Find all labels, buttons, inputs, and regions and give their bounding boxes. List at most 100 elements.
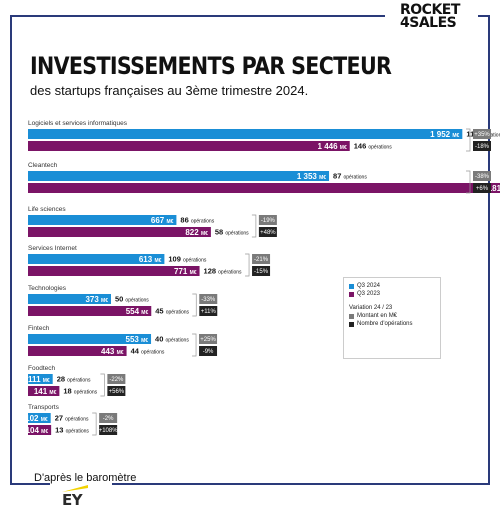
amount-label-q3_2023-life-sciences: 822 M€ <box>185 228 208 237</box>
var-amount-label-technologies: -33% <box>201 297 216 303</box>
var-ops-box-technologies <box>199 306 218 316</box>
legend-swatch-operations <box>349 321 354 327</box>
sector-label-services-internet: Services Internet <box>28 245 77 252</box>
legend-item-q3-2023: Q3 2023 <box>349 290 435 298</box>
var-amount-label-life-sciences: -19% <box>261 218 276 224</box>
legend-label-montant: Montant en M€ <box>357 313 398 319</box>
operations-label-q3_2023-transports: 13 opérations <box>55 426 89 435</box>
amount-unit: M€ <box>49 390 56 396</box>
amount-label-q3_2024-services-internet: 613 M€ <box>139 255 162 264</box>
frame-left <box>10 15 12 485</box>
amount-label-q3_2024-life-sciences: 667 M€ <box>151 216 174 225</box>
operations-value: 18 <box>63 387 73 396</box>
legend-label-q3-2024: Q3 2024 <box>357 283 381 289</box>
bracket-technologies <box>192 293 197 317</box>
frame-bottom-right <box>112 483 490 485</box>
amount-value: 822 <box>185 228 201 237</box>
frame-top-right <box>478 15 490 17</box>
var-ops-box-transports <box>99 425 118 435</box>
operations-unit: opérations <box>166 310 190 316</box>
legend-label-variation: Variation 24 / 23 <box>349 305 393 311</box>
logo-line-2: 4SALES <box>400 15 457 31</box>
amount-unit: M€ <box>101 298 108 304</box>
operations-value: 45 <box>155 307 165 316</box>
var-ops-label-services-internet: -15% <box>254 269 269 275</box>
frame-bottom-left <box>10 483 50 485</box>
amount-value: 373 <box>85 295 101 304</box>
operations-label-q3_2023-life-sciences: 58 opérations <box>215 228 249 237</box>
bracket-foodtech <box>100 373 105 397</box>
operations-unit: opérations <box>183 258 207 264</box>
bracket-services-internet <box>245 253 250 277</box>
var-amount-box-life-sciences <box>258 215 277 225</box>
var-amount-label-transports: -2% <box>103 416 114 422</box>
amount-value: 111 <box>28 375 43 384</box>
var-ops-box-foodtech <box>107 386 126 396</box>
amount-unit: M€ <box>319 175 326 181</box>
var-amount-label-foodtech: -22% <box>109 377 124 383</box>
operations-value: 13 <box>55 426 65 435</box>
bracket-fintech <box>192 333 197 357</box>
operations-value: 87 <box>333 172 343 181</box>
sector-label-technologies: Technologies <box>28 285 67 292</box>
operations-value: 146 <box>354 142 369 151</box>
sector-label-transports: Transports <box>28 404 60 411</box>
amount-value: 553 <box>126 335 142 344</box>
operations-unit: opérations <box>368 145 392 151</box>
operations-value: 28 <box>57 375 67 384</box>
bar-q3_2024-life-sciences <box>28 215 177 225</box>
operations-value: 50 <box>115 295 125 304</box>
legend-swatch-q3-2023 <box>349 291 354 297</box>
operations-label-q3_2023-fintech: 44 opérations <box>131 347 165 356</box>
amount-value: 1 446 <box>318 142 340 151</box>
amount-unit: M€ <box>340 145 347 151</box>
var-ops-label-fintech: -9% <box>203 349 214 355</box>
var-amount-label-logiciels-et-services-informatiques: +35% <box>474 132 490 138</box>
amount-label-q3_2024-foodtech: 111 M€ <box>28 375 50 384</box>
operations-value: 128 <box>204 267 219 276</box>
var-amount-box-transports <box>99 413 118 423</box>
amount-label-q3_2023-transports: 104 M€ <box>26 426 49 435</box>
amount-unit: M€ <box>452 133 459 139</box>
amount-unit: M€ <box>201 231 208 237</box>
var-ops-label-logiciels-et-services-informatiques: -18% <box>475 144 490 150</box>
amount-value: 102 <box>25 414 41 423</box>
amount-unit: M€ <box>190 270 197 276</box>
operations-label-q3_2024-foodtech: 28 opérations <box>57 375 91 384</box>
bar-q3_2024-technologies <box>28 294 111 304</box>
var-amount-box-technologies <box>199 294 218 304</box>
operations-label-q3_2024-fintech: 40 opérations <box>155 335 189 344</box>
amount-value: 104 <box>26 426 42 435</box>
page-title: INVESTISSEMENTS PAR SECTEUR <box>30 52 392 80</box>
legend-item-operations: Nombre d'opérations <box>349 320 435 328</box>
frame-right <box>488 15 490 485</box>
bar-q3_2024-logiciels-et-services-informatiques <box>28 129 463 139</box>
amount-value: 667 <box>151 216 167 225</box>
operations-value: 40 <box>155 335 165 344</box>
var-ops-box-life-sciences <box>258 227 277 237</box>
amount-label-q3_2024-logiciels-et-services-informatiques: 1 952 M€ <box>430 130 459 139</box>
bar-q3_2024-services-internet <box>28 254 165 264</box>
sector-label-foodtech: Foodtech <box>28 365 55 372</box>
var-amount-label-services-internet: -21% <box>254 257 269 263</box>
operations-value: 44 <box>131 347 141 356</box>
operations-value: 86 <box>180 216 190 225</box>
operations-label-q3_2023-services-internet: 128 opérations <box>204 267 242 276</box>
amount-value: 141 <box>34 387 50 396</box>
amount-label-q3_2024-cleantech: 1 353 M€ <box>297 172 326 181</box>
legend-item-montant: Montant en M€ <box>349 312 435 320</box>
operations-unit: opérations <box>218 270 242 276</box>
var-ops-label-technologies: +11% <box>201 309 217 315</box>
operations-unit: opérations <box>191 219 215 225</box>
bar-q3_2024-cleantech <box>28 171 330 181</box>
logo-line-1: ROCKET <box>400 2 460 18</box>
amount-unit: M€ <box>117 350 124 356</box>
operations-label-q3_2023-logiciels-et-services-informatiques: 146 opérations <box>354 142 392 151</box>
operations-label-q3_2023-technologies: 45 opérations <box>155 307 189 316</box>
bar-q3_2023-transports <box>28 425 52 435</box>
amount-label-q3_2023-logiciels-et-services-informatiques: 1 446 M€ <box>318 142 347 151</box>
sector-label-fintech: Fintech <box>28 325 50 332</box>
operations-value: 27 <box>55 414 65 423</box>
operations-unit: opérations <box>66 429 90 435</box>
var-ops-box-cleantech <box>473 183 491 193</box>
